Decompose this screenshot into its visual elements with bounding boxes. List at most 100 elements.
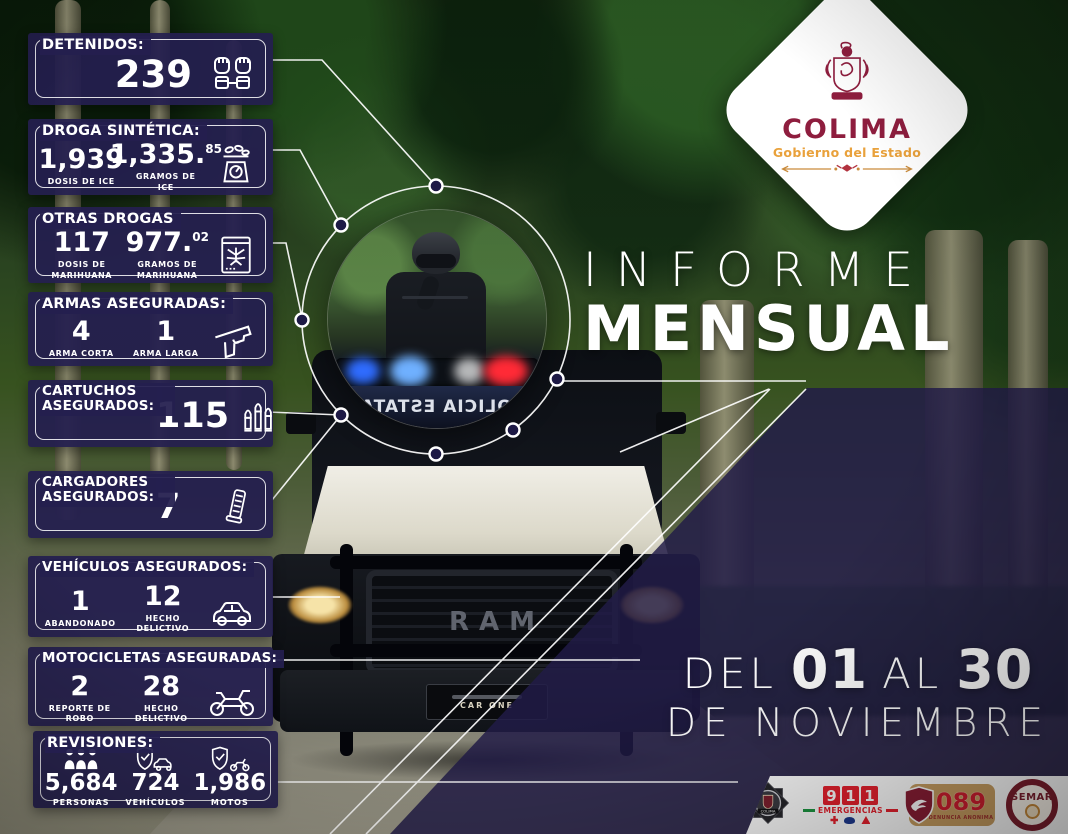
stat-label: GRAMOS DE MARIHUANA bbox=[136, 260, 198, 280]
anonymous-089-logo: 089 DENUNCIA ANONIMA bbox=[904, 784, 995, 826]
green-line bbox=[803, 809, 815, 812]
stat-box-motocicletas: MOTOCICLETAS ASEGURADAS: 2 REPORTE DE RO… bbox=[28, 647, 285, 726]
digit-1: 1 bbox=[841, 786, 859, 805]
stat-item: 1 ARMA LARGA bbox=[128, 318, 205, 359]
car-icon bbox=[208, 588, 258, 630]
shield-motorcycle-icon bbox=[204, 746, 256, 772]
magazine-icon bbox=[216, 484, 258, 530]
stat-label: DOSIS DE ICE bbox=[47, 177, 115, 187]
stat-item: 1,986 MOTOS bbox=[193, 746, 267, 808]
stat-value-sup: 85 bbox=[205, 142, 222, 157]
stat-value: 28 bbox=[142, 670, 181, 702]
police-badge-text: COLIMA bbox=[761, 809, 776, 814]
stat-label: ARMA LARGA bbox=[133, 349, 199, 359]
stat-item: 977.02 GRAMOS DE MARIHUANA bbox=[125, 227, 209, 281]
stat-box-otras-drogas: OTRAS DROGAS 117 DOSIS DE MARIHUANA 977.… bbox=[28, 207, 273, 283]
medical-cross-icon bbox=[830, 816, 839, 824]
emergency-911-logo: 9 1 1 EMERGENCIAS bbox=[803, 786, 898, 824]
stat-title: CARGADORES ASEGURADOS: bbox=[40, 474, 175, 508]
stat-item: 4 ARMA CORTA bbox=[43, 318, 120, 359]
drug-scale-icon bbox=[212, 144, 258, 190]
stat-box-cargadores: CARGADORES ASEGURADOS: 7 bbox=[28, 471, 273, 538]
stat-value-sup: 02 bbox=[192, 230, 209, 245]
stat-label: VEHÍCULOS bbox=[125, 797, 186, 807]
stat-value: 12 bbox=[143, 580, 182, 612]
emergency-label: EMERGENCIAS bbox=[818, 806, 883, 815]
stat-label: REPORTE DE ROBO bbox=[48, 703, 111, 723]
stat-box-detenidos: DETENIDOS: 239 bbox=[28, 33, 273, 105]
stat-value: 1 bbox=[70, 585, 90, 617]
stat-label: GRAMOS DE ICE bbox=[135, 172, 196, 192]
date-word-al: AL bbox=[882, 649, 942, 698]
footer-logo-strip: COLIMA 9 1 1 EMERGENCIAS bbox=[746, 776, 1068, 834]
stat-title: REVISIONES: bbox=[45, 734, 161, 754]
stat-value: 1,986 bbox=[193, 769, 267, 796]
089-number: 089 bbox=[936, 790, 986, 814]
stat-title: VEHÍCULOS ASEGURADOS: bbox=[40, 559, 255, 578]
ornament-divider-icon bbox=[777, 161, 917, 180]
report-title-line2: MENSUAL bbox=[583, 298, 955, 360]
stat-title: DROGA SINTÉTICA: bbox=[40, 122, 207, 142]
stat-label: PERSONAS bbox=[52, 797, 110, 807]
bullets-icon bbox=[237, 394, 281, 438]
stat-item: 28 HECHO DELICTIVO bbox=[125, 673, 199, 725]
digit-9: 9 bbox=[822, 786, 840, 805]
fire-icon bbox=[861, 816, 871, 824]
report-title-line1: INFORME bbox=[583, 246, 955, 296]
report-title: INFORME MENSUAL bbox=[583, 246, 955, 360]
stat-value: 724 bbox=[131, 769, 180, 796]
stat-label: DOSIS DE MARIHUANA bbox=[51, 260, 113, 280]
stat-title: DETENIDOS: bbox=[40, 36, 151, 56]
stat-value: 117 bbox=[53, 227, 110, 259]
stat-box-vehiculos: VEHÍCULOS ASEGURADOS: 1 ABANDONADO 12 HE… bbox=[28, 556, 273, 637]
stat-title: OTRAS DROGAS bbox=[40, 210, 181, 230]
stat-value: 1,335. bbox=[109, 139, 206, 171]
semar-emblem-icon bbox=[1024, 803, 1040, 819]
089-label: DENUNCIA ANONIMA bbox=[929, 815, 994, 821]
089-shield-icon bbox=[904, 786, 934, 824]
report-date-range: DEL 01 AL 30 DE NOVIEMBRE bbox=[656, 638, 1060, 746]
marijuana-bag-icon bbox=[214, 232, 258, 278]
stat-value: 4 bbox=[71, 316, 91, 348]
stat-title: ARMAS ASEGURADAS: bbox=[40, 295, 234, 315]
stat-label: ARMA CORTA bbox=[48, 349, 114, 359]
stat-item: 12 HECHO DELICTIVO bbox=[126, 583, 201, 635]
date-start-day: 01 bbox=[791, 638, 868, 701]
stat-item: 2 REPORTE DE ROBO bbox=[43, 673, 117, 725]
shield-car-icon bbox=[129, 746, 181, 771]
stat-label: MOTOS bbox=[210, 797, 249, 807]
stat-label: ABANDONADO bbox=[44, 618, 116, 628]
red-line bbox=[885, 809, 898, 812]
stat-value: 1,939 bbox=[38, 144, 124, 176]
digit-1: 1 bbox=[860, 786, 878, 805]
colima-crest-icon bbox=[814, 41, 880, 115]
handcuffed-fists-icon bbox=[208, 52, 258, 96]
stat-box-droga-sintetica: DROGA SINTÉTICA: 1,939 DOSIS DE ICE 1,33… bbox=[28, 119, 273, 195]
police-cap-icon bbox=[844, 816, 856, 824]
stat-value: 2 bbox=[70, 670, 90, 702]
stat-title: CARTUCHOS ASEGURADOS: bbox=[40, 383, 175, 417]
semar-text: SEMAR bbox=[1011, 792, 1053, 803]
colima-logo-diamond: COLIMA Gobierno del Estado bbox=[714, 0, 980, 243]
motorcycle-icon bbox=[206, 679, 258, 719]
date-end-day: 30 bbox=[956, 638, 1033, 701]
handgun-icon bbox=[207, 312, 264, 366]
stat-box-armas: ARMAS ASEGURADAS: 4 ARMA CORTA 1 ARMA LA… bbox=[28, 292, 273, 366]
stat-item: 1,939 DOSIS DE ICE bbox=[39, 146, 124, 187]
stat-value: 239 bbox=[114, 52, 192, 96]
stat-label: HECHO DELICTIVO bbox=[136, 613, 190, 633]
stat-item: 5,684 PERSONAS bbox=[44, 748, 118, 808]
date-word-del: DEL bbox=[683, 649, 777, 698]
stat-item: 117 DOSIS DE MARIHUANA bbox=[43, 229, 121, 281]
stat-item: 1 ABANDONADO bbox=[43, 588, 118, 629]
stat-item: 724 VEHÍCULOS bbox=[119, 746, 191, 808]
stat-item: 1,335.85 GRAMOS DE ICE bbox=[110, 141, 222, 193]
stat-value: 5,684 bbox=[44, 769, 118, 796]
date-month-line: DE NOVIEMBRE bbox=[656, 701, 1060, 746]
stat-label: HECHO DELICTIVO bbox=[134, 703, 188, 723]
semar-logo: SEMAR bbox=[1006, 779, 1058, 831]
stat-box-revisiones: REVISIONES: 5,684 PERSONAS bbox=[33, 731, 278, 808]
stat-value: 977. bbox=[125, 227, 193, 259]
stat-box-cartuchos: CARTUCHOS ASEGURADOS: 115 bbox=[28, 380, 273, 447]
